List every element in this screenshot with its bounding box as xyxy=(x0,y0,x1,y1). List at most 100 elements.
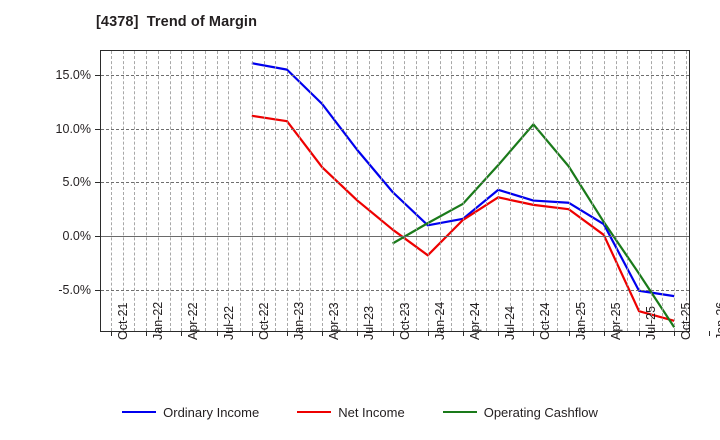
x-axis-label: Apr-22 xyxy=(186,302,201,340)
vertical-gridline xyxy=(486,51,488,331)
vertical-gridline xyxy=(498,51,500,331)
vertical-gridline xyxy=(627,51,629,331)
x-axis-label: Jan-26 xyxy=(714,301,720,340)
vertical-gridline xyxy=(193,51,195,331)
x-axis-label: Oct-22 xyxy=(256,302,271,340)
vertical-gridline xyxy=(111,51,112,331)
x-axis-tick xyxy=(463,331,464,336)
vertical-gridline xyxy=(521,51,523,331)
y-axis-tick xyxy=(95,289,100,291)
vertical-gridline xyxy=(333,51,335,331)
x-axis-label: Apr-23 xyxy=(327,302,342,340)
x-axis-label: Jan-22 xyxy=(151,301,166,340)
page-title: [4378] Trend of Margin xyxy=(96,14,258,30)
y-axis-label: 10.0% xyxy=(55,121,91,136)
vertical-gridline xyxy=(287,51,288,331)
vertical-gridline xyxy=(263,51,265,331)
x-axis-label: Oct-24 xyxy=(538,302,553,340)
legend-label: Operating Cashflow xyxy=(483,404,598,420)
vertical-gridline xyxy=(685,51,687,331)
vertical-gridline xyxy=(134,51,136,331)
vertical-gridline xyxy=(662,51,664,331)
horizontal-gridline xyxy=(101,182,689,184)
vertical-gridline xyxy=(650,51,652,331)
vertical-gridline xyxy=(216,51,218,331)
vertical-gridline xyxy=(509,51,511,331)
vertical-gridline xyxy=(451,51,453,331)
vertical-gridline xyxy=(240,51,242,331)
y-axis-tick xyxy=(95,128,100,130)
vertical-gridline xyxy=(404,51,406,331)
legend-item[interactable]: Net Income xyxy=(297,404,405,420)
horizontal-gridline xyxy=(101,236,689,237)
x-axis-label: Jul-23 xyxy=(362,305,377,340)
vertical-gridline xyxy=(228,51,230,331)
horizontal-gridline xyxy=(101,75,689,76)
vertical-gridline xyxy=(157,51,159,331)
vertical-gridline xyxy=(416,51,418,331)
y-axis-tick xyxy=(95,236,100,237)
legend-label: Net Income xyxy=(338,404,405,420)
vertical-gridline xyxy=(322,51,324,331)
x-axis-tick xyxy=(322,331,324,336)
x-axis-tick xyxy=(568,331,570,336)
vertical-gridline xyxy=(463,51,464,331)
vertical-gridline xyxy=(556,51,558,331)
horizontal-gridline xyxy=(101,128,689,130)
x-axis-label: Jan-24 xyxy=(432,301,447,340)
x-axis-tick xyxy=(181,331,183,336)
legend-swatch-icon xyxy=(442,411,477,413)
vertical-gridline xyxy=(474,51,476,331)
x-axis-label: Oct-21 xyxy=(116,302,130,340)
x-axis-label: Oct-23 xyxy=(397,302,412,340)
vertical-gridline xyxy=(310,51,312,331)
vertical-gridline xyxy=(603,51,605,331)
vertical-gridline xyxy=(580,51,582,331)
legend-item[interactable]: Operating Cashflow xyxy=(442,404,598,420)
x-axis-tick xyxy=(357,331,359,336)
x-axis-tick xyxy=(392,331,394,336)
x-axis-tick xyxy=(287,331,288,336)
vertical-gridline xyxy=(204,51,206,331)
vertical-gridline xyxy=(357,51,359,331)
x-axis-tick xyxy=(216,331,218,336)
plot-area xyxy=(100,50,690,332)
vertical-gridline xyxy=(146,51,148,331)
x-axis-tick xyxy=(427,331,429,336)
x-axis-label: Jul-22 xyxy=(221,305,236,340)
vertical-gridline xyxy=(298,51,300,331)
x-axis-tick xyxy=(603,331,605,336)
y-axis-tick xyxy=(95,75,100,76)
vertical-gridline xyxy=(181,51,183,331)
legend-swatch-icon xyxy=(297,411,332,413)
vertical-gridline xyxy=(369,51,371,331)
horizontal-gridline xyxy=(101,289,689,291)
x-axis-tick xyxy=(533,331,535,336)
legend-label: Ordinary Income xyxy=(163,404,260,420)
vertical-gridline xyxy=(592,51,594,331)
vertical-gridline xyxy=(275,51,277,331)
vertical-gridline xyxy=(568,51,570,331)
x-axis-label: Jan-23 xyxy=(292,301,306,340)
vertical-gridline xyxy=(380,51,382,331)
y-axis-label: 0.0% xyxy=(62,229,92,243)
vertical-gridline xyxy=(251,51,253,331)
x-axis-tick xyxy=(674,331,676,336)
vertical-gridline xyxy=(427,51,429,331)
vertical-gridline xyxy=(615,51,617,331)
x-axis-label: Oct-25 xyxy=(679,302,694,340)
x-axis-label: Apr-24 xyxy=(468,302,482,340)
vertical-gridline xyxy=(533,51,535,331)
legend-item[interactable]: Ordinary Income xyxy=(122,405,259,420)
vertical-gridline xyxy=(392,51,394,331)
x-axis-tick xyxy=(251,331,253,336)
x-axis-tick xyxy=(146,331,148,336)
x-axis-label: Jul-25 xyxy=(644,305,658,340)
x-axis-tick xyxy=(639,331,640,336)
chart-legend: Ordinary Income Net Income Operating Cashf… xyxy=(0,400,720,424)
x-axis-tick xyxy=(709,331,711,336)
vertical-gridline xyxy=(545,51,547,331)
vertical-gridline xyxy=(345,51,347,331)
y-axis-tick xyxy=(95,182,100,184)
